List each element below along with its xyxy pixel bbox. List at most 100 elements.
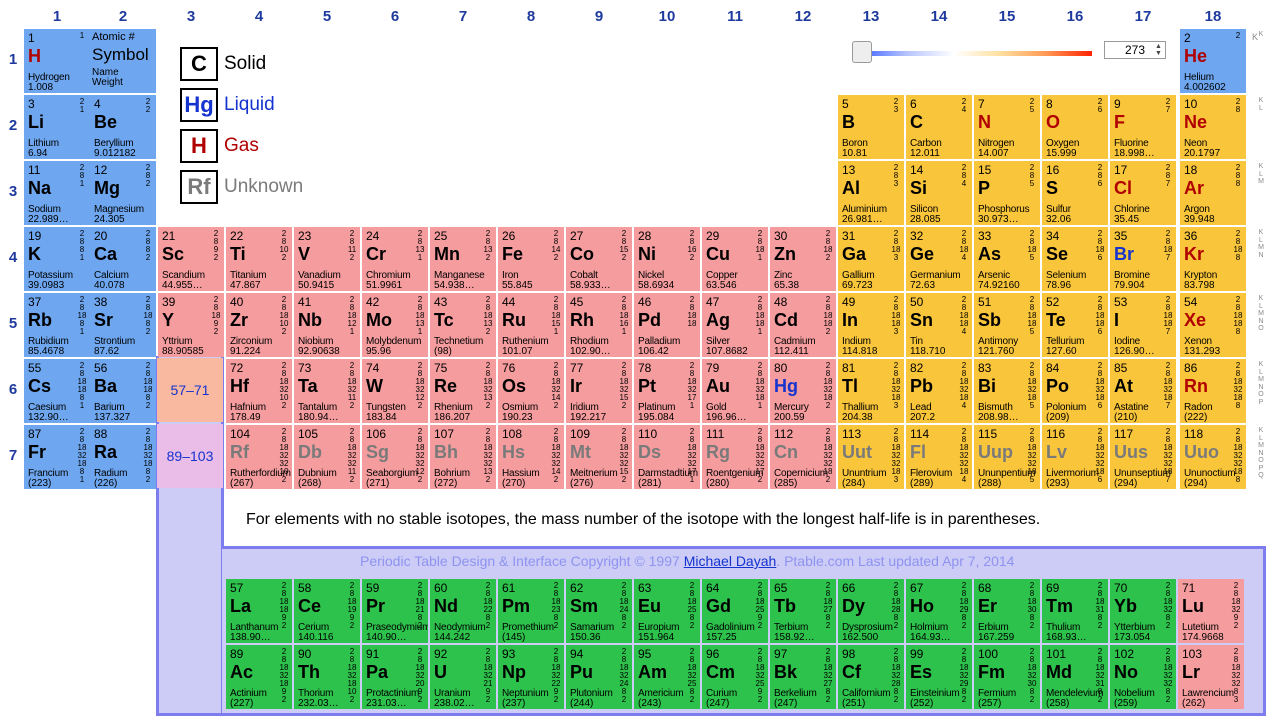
element-pa[interactable]: 91 Pa Protactinium 231.03… 2 8 18 32 20 9 2 xyxy=(362,645,428,709)
element-co[interactable]: 27 Co Cobalt 58.933… 2 8 15 2 xyxy=(566,227,632,291)
group-header-16[interactable]: 16 xyxy=(1066,8,1084,25)
element-au[interactable]: 79 Au Gold 196.96… 2 8 18 32 18 1 xyxy=(702,359,768,423)
element-h[interactable]: 1 H Hydrogen 1.008 1 xyxy=(24,29,90,93)
period-header-7[interactable]: 7 xyxy=(8,447,18,464)
element-cu[interactable]: 29 Cu Copper 63.546 2 8 18 1 xyxy=(702,227,768,291)
element-hg[interactable]: 80 Hg Mercury 200.59 2 8 18 32 18 2 xyxy=(770,359,836,423)
element-ho[interactable]: 67 Ho Holmium 164.93… 2 8 18 29 8 2 xyxy=(906,579,972,643)
legend-solid-box[interactable]: C xyxy=(180,47,218,81)
element-si[interactable]: 14 Si Silicon 28.085 2 8 4 xyxy=(906,161,972,225)
element-tm[interactable]: 69 Tm Thulium 168.93… 2 8 18 31 8 2 xyxy=(1042,579,1108,643)
element-sb[interactable]: 51 Sb Antimony 121.760 2 8 18 18 5 xyxy=(974,293,1040,357)
group-header-8[interactable]: 8 xyxy=(526,8,536,25)
legend-gas-box[interactable]: H xyxy=(180,129,218,163)
element-at[interactable]: 85 At Astatine (210) 2 8 18 32 18 7 xyxy=(1110,359,1176,423)
period-header-4[interactable]: 4 xyxy=(8,249,18,266)
element-uut[interactable]: 113 Uut Ununtrium (284) 2 8 18 32 32 18 3 xyxy=(838,425,904,489)
element-br[interactable]: 35 Br Bromine 79.904 2 8 18 7 xyxy=(1110,227,1176,291)
element-cn[interactable]: 112 Cn Copernicium (285) 2 8 18 32 32 18 2 xyxy=(770,425,836,489)
element-uup[interactable]: 115 Uup Ununpentium (288) 2 8 18 32 32 18 5 xyxy=(974,425,1040,489)
element-cm[interactable]: 96 Cm Curium (247) 2 8 18 32 25 9 2 xyxy=(702,645,768,709)
element-pb[interactable]: 82 Pb Lead 207.2 2 8 18 32 18 4 xyxy=(906,359,972,423)
element-pd[interactable]: 46 Pd Palladium 106.42 2 8 18 18 xyxy=(634,293,700,357)
element-mg[interactable]: 12 Mg Magnesium 24.305 2 8 2 xyxy=(90,161,156,225)
element-fr[interactable]: 87 Fr Francium (223) 2 8 18 32 18 8 1 xyxy=(24,425,90,489)
legend-liquid-label[interactable]: Liquid xyxy=(224,94,275,115)
element-no[interactable]: 102 No Nobelium (259) 2 8 18 32 32 8 2 xyxy=(1110,645,1176,709)
element-yb[interactable]: 70 Yb Ytterbium 173.054 2 8 18 32 8 2 xyxy=(1110,579,1176,643)
legend-unknown-label[interactable]: Unknown xyxy=(224,176,304,197)
element-hs[interactable]: 108 Hs Hassium (270) 2 8 18 32 32 14 2 xyxy=(498,425,564,489)
element-rg[interactable]: 111 Rg Roentgenium (280) 2 8 18 32 32 17 2 xyxy=(702,425,768,489)
element-ru[interactable]: 44 Ru Ruthenium 101.07 2 8 18 15 1 xyxy=(498,293,564,357)
element-v[interactable]: 23 V Vanadium 50.9415 2 8 11 2 xyxy=(294,227,360,291)
element-o[interactable]: 8 O Oxygen 15.999 2 6 xyxy=(1042,95,1108,159)
element-rh[interactable]: 45 Rh Rhodium 102.90… 2 8 18 16 1 xyxy=(566,293,632,357)
group-header-12[interactable]: 12 xyxy=(794,8,812,25)
group-header-1[interactable]: 1 xyxy=(52,8,62,25)
element-md[interactable]: 101 Md Mendelevium (258) 2 8 18 32 31 8 2 xyxy=(1042,645,1108,709)
element-n[interactable]: 7 N Nitrogen 14.007 2 5 xyxy=(974,95,1040,159)
element-pt[interactable]: 78 Pt Platinum 195.084 2 8 18 32 17 1 xyxy=(634,359,700,423)
element-u[interactable]: 92 U Uranium 238.02… 2 8 18 32 21 9 2 xyxy=(430,645,496,709)
element-se[interactable]: 34 Se Selenium 78.96 2 8 18 6 xyxy=(1042,227,1108,291)
temperature-slider[interactable] xyxy=(852,41,1092,63)
element-fe[interactable]: 26 Fe Iron 55.845 2 8 14 2 xyxy=(498,227,564,291)
period-header-2[interactable]: 2 xyxy=(8,117,18,134)
element-sc[interactable]: 21 Sc Scandium 44.955… 2 8 9 2 xyxy=(158,227,224,291)
element-pr[interactable]: 59 Pr Praseodymium 140.90… 2 8 18 21 8 2 xyxy=(362,579,428,643)
group-header-9[interactable]: 9 xyxy=(594,8,604,25)
period-header-3[interactable]: 3 xyxy=(8,183,18,200)
group-header-4[interactable]: 4 xyxy=(254,8,264,25)
element-ir[interactable]: 77 Ir Iridium 192.217 2 8 18 32 15 2 xyxy=(566,359,632,423)
group-header-5[interactable]: 5 xyxy=(322,8,332,25)
element-lu[interactable]: 71 Lu Lutetium 174.9668 2 8 18 32 9 2 xyxy=(1178,579,1244,643)
element-mn[interactable]: 25 Mn Manganese 54.938… 2 8 13 2 xyxy=(430,227,496,291)
element-sr[interactable]: 38 Sr Strontium 87.62 2 8 18 8 2 xyxy=(90,293,156,357)
element-na[interactable]: 11 Na Sodium 22.989… 2 8 1 xyxy=(24,161,90,225)
legend-liquid-box[interactable]: Hg xyxy=(180,88,218,122)
lanthanides-range[interactable]: 57–71 xyxy=(157,358,223,422)
element-po[interactable]: 84 Po Polonium (209) 2 8 18 32 18 6 xyxy=(1042,359,1108,423)
temperature-slider-thumb[interactable] xyxy=(852,41,872,63)
group-header-2[interactable]: 2 xyxy=(118,8,128,25)
element-ta[interactable]: 73 Ta Tantalum 180.94… 2 8 18 32 11 2 xyxy=(294,359,360,423)
element-f[interactable]: 9 F Fluorine 18.998… 2 7 xyxy=(1110,95,1176,159)
element-kr[interactable]: 36 Kr Krypton 83.798 2 8 18 8 xyxy=(1180,227,1246,291)
group-header-10[interactable]: 10 xyxy=(658,8,676,25)
element-bk[interactable]: 97 Bk Berkelium (247) 2 8 18 32 27 8 2 xyxy=(770,645,836,709)
element-la[interactable]: 57 La Lanthanum 138.90… 2 8 18 18 9 2 xyxy=(226,579,292,643)
element-cr[interactable]: 24 Cr Chromium 51.9961 2 8 13 1 xyxy=(362,227,428,291)
element-mo[interactable]: 42 Mo Molybdenum 95.96 2 8 18 13 1 xyxy=(362,293,428,357)
element-ds[interactable]: 110 Ds Darmstadtium (281) 2 8 18 32 32 17 1 xyxy=(634,425,700,489)
element-lr[interactable]: 103 Lr Lawrencium (262) 2 8 18 32 32 8 3 xyxy=(1178,645,1244,709)
element-k[interactable]: 19 K Potassium 39.0983 2 8 8 1 xyxy=(24,227,90,291)
group-header-18[interactable]: 18 xyxy=(1204,8,1222,25)
element-te[interactable]: 52 Te Tellurium 127.60 2 8 18 18 6 xyxy=(1042,293,1108,357)
element-ra[interactable]: 88 Ra Radium (226) 2 8 18 32 18 8 2 xyxy=(90,425,156,489)
element-dy[interactable]: 66 Dy Dysprosium 162.500 2 8 18 28 8 2 xyxy=(838,579,904,643)
element-c[interactable]: 6 C Carbon 12.011 2 4 xyxy=(906,95,972,159)
element-sg[interactable]: 106 Sg Seaborgium (271) 2 8 18 32 32 12 2 xyxy=(362,425,428,489)
element-lv[interactable]: 116 Lv Livermorium (293) 2 8 18 32 32 18 6 xyxy=(1042,425,1108,489)
temperature-stepper-icon[interactable]: ▲ ▼ xyxy=(1155,43,1162,57)
element-al[interactable]: 13 Al Aluminium 26.981… 2 8 3 xyxy=(838,161,904,225)
element-ar[interactable]: 18 Ar Argon 39.948 2 8 8 xyxy=(1180,161,1246,225)
element-ge[interactable]: 32 Ge Germanium 72.63 2 8 18 4 xyxy=(906,227,972,291)
element-am[interactable]: 95 Am Americium (243) 2 8 18 32 25 8 2 xyxy=(634,645,700,709)
author-link[interactable]: Michael Dayah xyxy=(683,553,777,569)
period-header-1[interactable]: 1 xyxy=(8,51,18,68)
element-be[interactable]: 4 Be Beryllium 9.012182 2 2 xyxy=(90,95,156,159)
element-cs[interactable]: 55 Cs Caesium 132.90… 2 8 18 18 8 1 xyxy=(24,359,90,423)
group-header-14[interactable]: 14 xyxy=(930,8,948,25)
element-ne[interactable]: 10 Ne Neon 20.1797 2 8 xyxy=(1180,95,1246,159)
group-header-11[interactable]: 11 xyxy=(727,8,743,25)
element-fl[interactable]: 114 Fl Flerovium (289) 2 8 18 32 32 18 4 xyxy=(906,425,972,489)
group-header-6[interactable]: 6 xyxy=(390,8,400,25)
element-ti[interactable]: 22 Ti Titanium 47.867 2 8 10 2 xyxy=(226,227,292,291)
element-uuo[interactable]: 118 Uuo Ununoctium (294) 2 8 18 32 32 18 8 xyxy=(1180,425,1246,489)
element-mt[interactable]: 109 Mt Meitnerium (276) 2 8 18 32 32 15 2 xyxy=(566,425,632,489)
element-ca[interactable]: 20 Ca Calcium 40.078 2 8 8 2 xyxy=(90,227,156,291)
element-cl[interactable]: 17 Cl Chlorine 35.45 2 8 7 xyxy=(1110,161,1176,225)
element-hf[interactable]: 72 Hf Hafnium 178.49 2 8 18 32 10 2 xyxy=(226,359,292,423)
